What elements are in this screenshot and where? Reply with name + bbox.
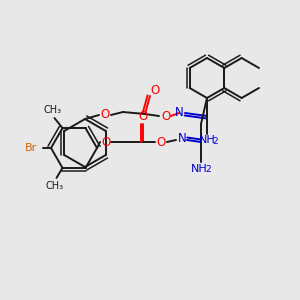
Text: CH₃: CH₃ <box>44 105 62 115</box>
Text: NH: NH <box>199 135 215 145</box>
Text: O: O <box>100 109 109 122</box>
Text: 2: 2 <box>212 136 218 146</box>
Text: O: O <box>138 110 148 124</box>
Text: O: O <box>150 85 160 98</box>
Text: N: N <box>175 106 183 118</box>
Text: 2: 2 <box>205 166 211 175</box>
Text: NH: NH <box>190 164 207 174</box>
Text: Br: Br <box>25 143 37 153</box>
Text: O: O <box>156 136 166 148</box>
Text: O: O <box>161 110 171 122</box>
Text: N: N <box>178 131 186 145</box>
Text: CH₃: CH₃ <box>45 181 64 191</box>
Text: O: O <box>101 136 111 148</box>
